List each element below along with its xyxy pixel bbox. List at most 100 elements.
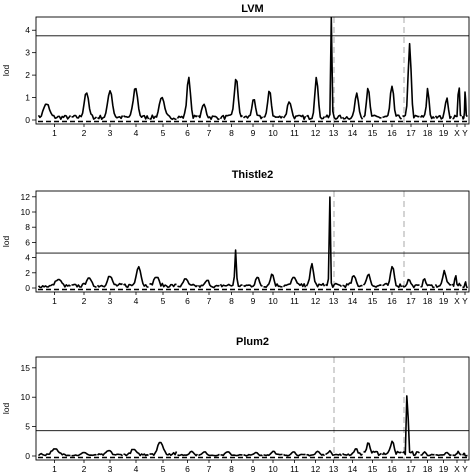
x-tick-label: 3 [108, 128, 113, 138]
lod-trace-chr-5 [149, 441, 178, 456]
x-tick-label: 6 [185, 128, 190, 138]
x-tick-label: Y [462, 464, 468, 474]
lod-trace-chr-X [452, 87, 462, 120]
y-tick-label: 15 [21, 363, 31, 373]
panel-title: LVM [241, 3, 263, 15]
y-axis-label: lod [1, 403, 11, 415]
lod-trace-chr-2 [71, 277, 97, 289]
x-tick-label: 16 [387, 296, 397, 306]
x-tick-label: 7 [207, 296, 212, 306]
x-tick-label: 17 [406, 464, 416, 474]
lod-trace-chr-17 [402, 395, 420, 457]
x-tick-label: 9 [251, 464, 256, 474]
x-tick-label: 1 [52, 464, 57, 474]
lod-trace-chr-11 [282, 276, 307, 288]
y-axis-label: lod [1, 65, 11, 77]
lod-trace-chr-8 [220, 451, 243, 457]
x-tick-label: 14 [348, 296, 358, 306]
x-tick-label: 3 [108, 464, 113, 474]
y-tick-label: 0 [25, 283, 30, 293]
lod-trace-chr-4 [123, 265, 149, 288]
x-tick-label: 11 [290, 296, 299, 306]
lod-trace-chr-11 [283, 451, 306, 457]
plot-frame [35, 16, 470, 125]
x-tick-label: 4 [134, 128, 139, 138]
lod-trace-chr-7 [197, 103, 220, 121]
x-tick-label: 15 [368, 464, 378, 474]
x-tick-label: 10 [268, 464, 278, 474]
y-tick-label: 0 [25, 451, 30, 461]
y-tick-label: 4 [25, 253, 30, 263]
lod-trace-chr-14 [342, 275, 363, 289]
x-tick-label: 5 [161, 464, 166, 474]
x-tick-label: Y [462, 128, 468, 138]
lod-trace-chr-1 [37, 278, 71, 289]
x-tick-label: 15 [368, 296, 378, 306]
lod-trace-chr-12 [306, 450, 326, 457]
x-tick-label: 11 [290, 464, 299, 474]
x-tick-label: 5 [161, 296, 166, 306]
lod-trace-chr-12 [306, 76, 326, 120]
lod-trace-chr-16 [381, 440, 402, 456]
x-tick-label: 17 [406, 128, 416, 138]
lod-trace-chr-16 [382, 265, 403, 289]
lod-trace-chr-3 [97, 90, 124, 120]
lod-trace-chr-10 [263, 273, 283, 288]
lod-trace-chr-Y [461, 452, 468, 457]
x-tick-label: 18 [423, 296, 433, 306]
lod-trace-chr-X [451, 275, 462, 287]
x-tick-label: 6 [185, 464, 190, 474]
x-tick-label: 8 [229, 296, 234, 306]
x-tick-label: 17 [406, 296, 416, 306]
lod-trace-chr-Y [462, 281, 469, 289]
plot-frame [35, 356, 470, 461]
lod-trace-chr-11 [282, 101, 307, 121]
lod-trace-chr-6 [177, 450, 199, 457]
lod-trace-chr-6 [176, 76, 199, 119]
y-tick-label: 2 [25, 70, 30, 80]
y-tick-label: 0 [25, 115, 30, 125]
x-tick-label: 15 [368, 128, 378, 138]
lod-trace-chr-10 [263, 90, 284, 119]
lod-trace-chr-Y [461, 91, 468, 120]
x-tick-label: 2 [82, 464, 87, 474]
x-tick-label: 6 [185, 296, 190, 306]
lod-trace-chr-14 [341, 92, 364, 120]
x-tick-label: 12 [311, 296, 321, 306]
x-tick-label: 5 [161, 128, 166, 138]
lod-trace-chr-13 [325, 449, 343, 457]
lod-trace-chr-16 [382, 85, 403, 120]
x-tick-label: 16 [387, 128, 397, 138]
y-tick-label: 1 [25, 93, 30, 103]
x-tick-label: 2 [82, 128, 87, 138]
x-tick-label: 14 [348, 128, 358, 138]
x-tick-label: Y [462, 296, 468, 306]
x-tick-label: 7 [207, 464, 212, 474]
lod-trace-chr-4 [123, 87, 150, 120]
lod-trace-chr-15 [363, 442, 382, 456]
lod-trace-chr-5 [149, 96, 177, 121]
lod-trace-chr-17 [402, 42, 420, 119]
x-tick-label: 19 [439, 296, 449, 306]
lod-trace-chr-1 [37, 448, 71, 457]
lod-trace-chr-6 [177, 278, 199, 288]
y-tick-label: 10 [21, 207, 31, 217]
lod-trace-chr-14 [342, 448, 363, 457]
lod-trace-chr-2 [71, 92, 98, 120]
x-tick-label: 2 [82, 296, 87, 306]
lod-trace-chr-9 [243, 99, 264, 120]
lod-trace-chr-18 [419, 87, 436, 120]
x-tick-label: X [454, 296, 460, 306]
x-tick-label: 18 [423, 128, 433, 138]
lod-trace-chr-19 [434, 269, 452, 288]
lod-trace-chr-3 [96, 449, 123, 457]
y-tick-label: 2 [25, 268, 30, 278]
lod-trace-chr-15 [362, 87, 382, 119]
y-tick-label: 12 [21, 192, 31, 202]
lod-trace-chr-18 [420, 278, 435, 289]
lod-trace-chr-1 [37, 103, 72, 120]
x-tick-label: 10 [268, 128, 278, 138]
